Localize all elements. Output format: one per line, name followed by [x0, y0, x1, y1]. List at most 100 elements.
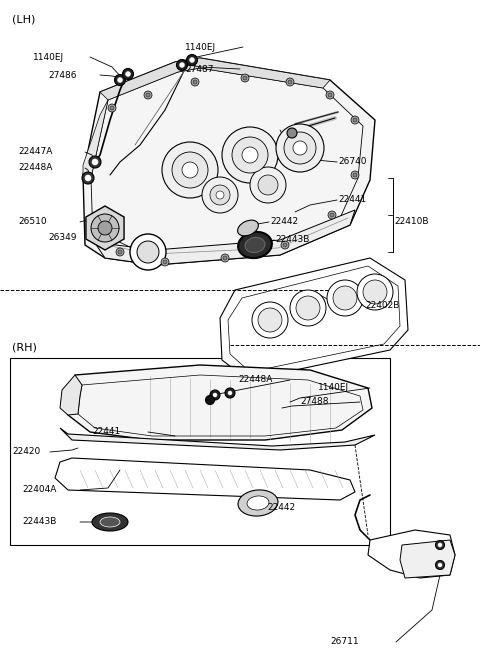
- Circle shape: [438, 563, 442, 567]
- Circle shape: [98, 221, 112, 235]
- Circle shape: [328, 211, 336, 219]
- Text: 22404A: 22404A: [22, 485, 56, 495]
- Circle shape: [228, 391, 232, 395]
- Circle shape: [118, 77, 122, 83]
- Text: (RH): (RH): [12, 342, 37, 352]
- Circle shape: [130, 234, 166, 270]
- Polygon shape: [220, 258, 408, 380]
- Circle shape: [182, 162, 198, 178]
- Text: 22447A: 22447A: [18, 147, 52, 157]
- Ellipse shape: [92, 513, 128, 531]
- Polygon shape: [86, 206, 124, 250]
- Circle shape: [144, 91, 152, 99]
- Text: 1140EJ: 1140EJ: [33, 52, 64, 62]
- Circle shape: [328, 93, 332, 97]
- Circle shape: [221, 254, 229, 262]
- Circle shape: [435, 561, 444, 569]
- Circle shape: [82, 172, 94, 184]
- Circle shape: [243, 76, 247, 80]
- Circle shape: [118, 250, 122, 254]
- Circle shape: [122, 69, 133, 79]
- Circle shape: [438, 543, 442, 547]
- Circle shape: [330, 213, 334, 217]
- Circle shape: [293, 141, 307, 155]
- Circle shape: [116, 248, 124, 256]
- Polygon shape: [368, 530, 455, 578]
- Polygon shape: [400, 540, 455, 578]
- Circle shape: [89, 156, 101, 168]
- Circle shape: [205, 396, 215, 405]
- Circle shape: [216, 191, 224, 199]
- Circle shape: [172, 152, 208, 188]
- Text: 22442: 22442: [270, 217, 298, 227]
- Text: 26510: 26510: [18, 217, 47, 227]
- Circle shape: [163, 260, 167, 264]
- Polygon shape: [10, 358, 390, 545]
- Text: 22441: 22441: [92, 428, 120, 436]
- Circle shape: [223, 256, 227, 260]
- Text: 27486: 27486: [48, 71, 76, 79]
- Circle shape: [284, 132, 316, 164]
- Polygon shape: [68, 365, 372, 440]
- Circle shape: [258, 308, 282, 332]
- Circle shape: [250, 167, 286, 203]
- Polygon shape: [83, 100, 108, 178]
- Circle shape: [137, 241, 159, 263]
- Circle shape: [202, 177, 238, 213]
- Circle shape: [283, 243, 287, 247]
- Circle shape: [85, 175, 91, 181]
- Circle shape: [213, 393, 217, 397]
- Polygon shape: [55, 458, 355, 500]
- Text: 22443B: 22443B: [275, 236, 310, 244]
- Circle shape: [115, 75, 125, 86]
- Text: 26711: 26711: [330, 637, 359, 646]
- Circle shape: [125, 71, 131, 77]
- Circle shape: [232, 137, 268, 173]
- Circle shape: [290, 290, 326, 326]
- Circle shape: [286, 78, 294, 86]
- Text: (LH): (LH): [12, 15, 36, 25]
- Circle shape: [242, 147, 258, 163]
- Text: 22420: 22420: [12, 447, 40, 457]
- Text: 27488: 27488: [300, 398, 328, 407]
- Circle shape: [357, 274, 393, 310]
- Circle shape: [210, 185, 230, 205]
- Circle shape: [191, 78, 199, 86]
- Polygon shape: [60, 428, 375, 450]
- Circle shape: [110, 106, 114, 110]
- Polygon shape: [100, 58, 330, 100]
- Text: 1140EJ: 1140EJ: [318, 383, 349, 392]
- Circle shape: [180, 62, 184, 67]
- Circle shape: [363, 280, 387, 304]
- Circle shape: [333, 286, 357, 310]
- Circle shape: [353, 118, 357, 122]
- Circle shape: [276, 124, 324, 172]
- Text: 22448A: 22448A: [238, 375, 272, 384]
- Text: 22443B: 22443B: [22, 517, 56, 527]
- Text: 26349: 26349: [48, 233, 76, 242]
- Ellipse shape: [245, 237, 265, 253]
- Ellipse shape: [100, 517, 120, 527]
- Circle shape: [296, 296, 320, 320]
- Circle shape: [108, 104, 116, 112]
- Text: 22442: 22442: [267, 502, 295, 512]
- Polygon shape: [93, 210, 355, 265]
- Circle shape: [210, 390, 220, 400]
- Circle shape: [222, 127, 278, 183]
- Ellipse shape: [238, 490, 278, 516]
- Polygon shape: [60, 375, 82, 415]
- Circle shape: [187, 54, 197, 66]
- Circle shape: [225, 388, 235, 398]
- Circle shape: [287, 128, 297, 138]
- Text: 26740: 26740: [338, 157, 367, 166]
- Text: 1140EJ: 1140EJ: [185, 43, 216, 52]
- Text: 22448A: 22448A: [18, 164, 52, 172]
- Circle shape: [281, 241, 289, 249]
- Circle shape: [92, 159, 98, 165]
- Ellipse shape: [238, 220, 258, 236]
- Circle shape: [162, 142, 218, 198]
- Circle shape: [91, 214, 119, 242]
- Circle shape: [435, 540, 444, 550]
- Text: 22410B: 22410B: [394, 217, 429, 227]
- Circle shape: [351, 171, 359, 179]
